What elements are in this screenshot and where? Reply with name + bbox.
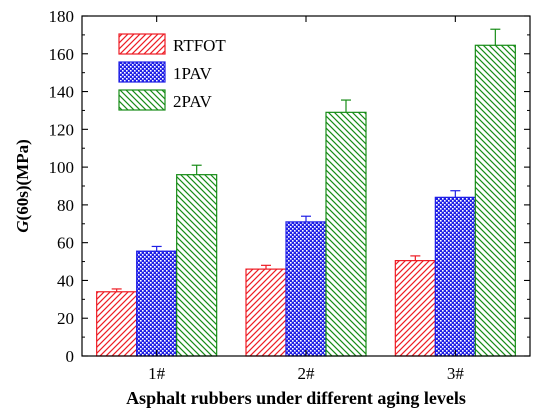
bar-2pav-3 <box>474 44 516 357</box>
x-tick-label: 3# <box>447 364 465 383</box>
y-tick-label: 180 <box>49 7 75 26</box>
bar-rtfot-2 <box>245 268 287 357</box>
y-axis-label-italic: G <box>13 220 32 233</box>
y-tick-label: 40 <box>57 271 74 290</box>
bar-rtfot-1 <box>96 291 138 357</box>
legend-swatch-rtfot <box>118 33 166 55</box>
legend-label-rtfot: RTFOT <box>173 36 226 55</box>
axis-ticks <box>82 15 530 357</box>
y-tick-label: 160 <box>49 45 75 64</box>
y-tick-label: 60 <box>57 234 74 253</box>
legend-label-1pav: 1PAV <box>173 64 212 83</box>
legend: RTFOT 1PAV 2PAV <box>118 33 226 111</box>
y-tick-label: 80 <box>57 196 74 215</box>
y-axis-label: G(60s)(MPa) <box>13 139 32 232</box>
y-tick-label: 20 <box>57 309 74 328</box>
x-tick-label: 2# <box>298 364 316 383</box>
x-axis-label: Asphalt rubbers under different aging le… <box>126 388 466 408</box>
bar-1pav-1 <box>136 250 178 357</box>
y-tick-label: 120 <box>49 120 75 139</box>
legend-label-2pav: 2PAV <box>173 92 212 111</box>
bar-2pav-1 <box>176 174 218 357</box>
x-tick-labels: 1# 2# 3# <box>148 364 464 383</box>
bar-2pav-2 <box>325 111 367 357</box>
legend-swatch-2pav <box>118 89 166 111</box>
x-tick-label: 1# <box>148 364 166 383</box>
bar-rtfot-3 <box>394 260 436 357</box>
y-tick-labels: 0 20 40 60 80 100 120 140 160 180 <box>49 7 75 366</box>
bar-1pav-2 <box>285 221 327 357</box>
legend-swatch-1pav <box>118 61 166 83</box>
y-tick-label: 0 <box>66 347 75 366</box>
bar-1pav-3 <box>434 196 476 357</box>
y-axis-label-rest: (60s)(MPa) <box>13 139 32 220</box>
error-bars-layer <box>111 28 501 292</box>
y-tick-label: 140 <box>49 83 75 102</box>
y-tick-label: 100 <box>49 158 75 177</box>
